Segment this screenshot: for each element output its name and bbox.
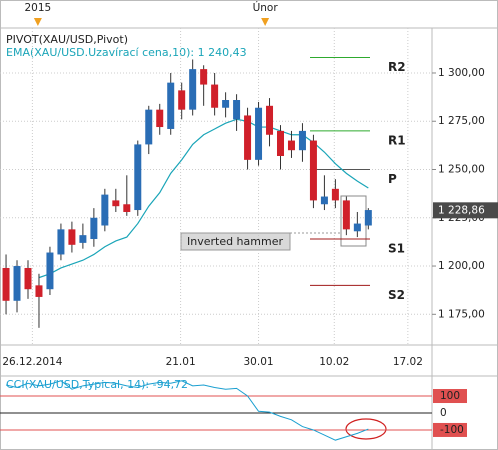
level-box bbox=[433, 422, 467, 437]
candle-body bbox=[112, 200, 120, 207]
x-tick-label: 21.01 bbox=[166, 356, 196, 368]
legend-pivot: PIVOT(XAU/USD,Pivot) bbox=[6, 33, 128, 46]
y-tick-label: -100 bbox=[440, 424, 464, 436]
last-price-label: 1 228,86 bbox=[438, 204, 485, 216]
candle-body bbox=[134, 144, 142, 211]
x-tick-label: 26.12.2014 bbox=[2, 356, 62, 368]
candle-body bbox=[46, 252, 54, 290]
candle-body bbox=[35, 285, 43, 297]
pivot-label: R1 bbox=[388, 133, 406, 147]
candle-body bbox=[57, 229, 65, 255]
y-tick-label: 1 250,00 bbox=[438, 164, 485, 176]
y-tick-label: 1 300,00 bbox=[438, 67, 485, 79]
candle-body bbox=[211, 84, 219, 108]
candle-body bbox=[320, 196, 328, 205]
candle-body bbox=[178, 90, 186, 110]
x-tick-label: 10.02 bbox=[319, 356, 349, 368]
annotation: Inverted hammer bbox=[187, 235, 283, 248]
y-tick-label: 100 bbox=[440, 390, 460, 402]
cci-line bbox=[5, 380, 369, 441]
x-tick-label: 17.02 bbox=[393, 356, 423, 368]
candle-body bbox=[145, 109, 153, 145]
top-tick-label: Únor bbox=[253, 1, 279, 14]
top-marker bbox=[33, 18, 42, 26]
candle-body bbox=[68, 229, 76, 245]
top-marker bbox=[261, 18, 270, 26]
candle-body bbox=[167, 82, 175, 129]
legend-ema: EMA(XAU/USD.Uzavírací cena,10): 1 240,43 bbox=[6, 46, 247, 59]
y-tick-label: 0 bbox=[440, 407, 447, 419]
pivot-label: S2 bbox=[388, 288, 405, 302]
cci-title: CCI(XAU/USD,Typical, 14): -94,72 bbox=[6, 378, 188, 391]
candle-body bbox=[298, 130, 306, 151]
pivot-label: P bbox=[388, 172, 397, 186]
y-tick-label: 1 175,00 bbox=[438, 308, 485, 320]
candle-body bbox=[13, 266, 21, 301]
candle-body bbox=[2, 267, 10, 301]
candle-body bbox=[123, 204, 131, 212]
candle-body bbox=[331, 188, 339, 201]
top-tick-label: 2015 bbox=[25, 2, 52, 14]
pivot-label: S1 bbox=[388, 242, 405, 256]
candle-body bbox=[309, 140, 317, 201]
candle-body bbox=[287, 140, 295, 151]
candle-body bbox=[364, 210, 372, 226]
highlight-ellipse bbox=[345, 418, 387, 440]
candle-body bbox=[276, 130, 284, 156]
candle-body bbox=[79, 235, 87, 243]
candle-body bbox=[266, 105, 274, 135]
y-tick-label: 1 275,00 bbox=[438, 115, 485, 127]
candle-body bbox=[101, 194, 109, 226]
candle-body bbox=[156, 109, 164, 128]
pivot-label: R2 bbox=[388, 60, 406, 74]
candle-body bbox=[189, 69, 197, 110]
candle-body bbox=[342, 200, 350, 230]
candle-body bbox=[255, 107, 263, 160]
y-tick-label: 1 200,00 bbox=[438, 260, 485, 272]
candle-body bbox=[244, 115, 252, 160]
candle-body bbox=[200, 69, 208, 85]
last-price-box bbox=[433, 202, 498, 219]
x-tick-label: 30.01 bbox=[244, 356, 274, 368]
candle-body bbox=[90, 217, 98, 240]
candle-body bbox=[24, 267, 32, 290]
candle-body bbox=[222, 100, 230, 108]
level-box bbox=[433, 389, 467, 404]
candle-body bbox=[233, 100, 241, 120]
candle-body bbox=[353, 223, 361, 232]
